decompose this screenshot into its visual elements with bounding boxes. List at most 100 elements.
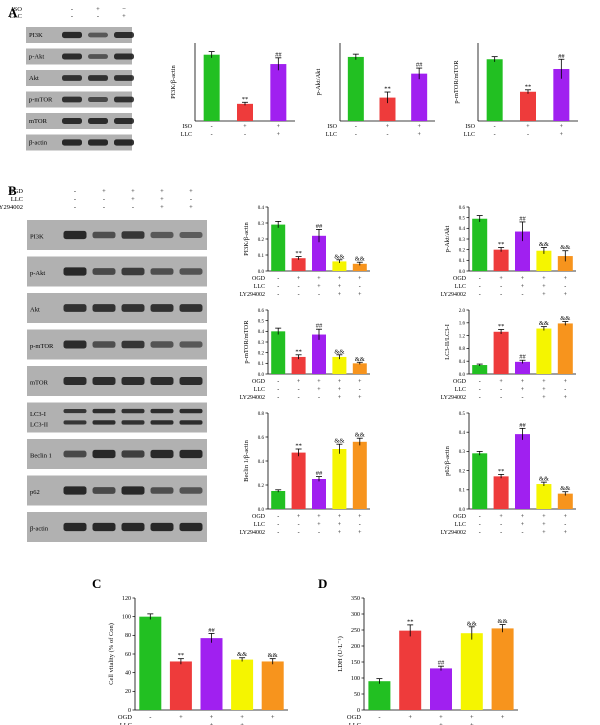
blot-a-treatment-sign: − <box>122 6 126 13</box>
chart-y-tick-label: 0.4 <box>258 206 265 211</box>
blot-a-band <box>114 118 134 124</box>
chart-treatment-sign: - <box>318 530 320 536</box>
chart-treatment-sign: + <box>499 379 503 385</box>
chart-treatment-label: LLC <box>120 722 132 725</box>
chart-treatment-label: LY294002 <box>240 530 265 536</box>
chart-b5: 0.0 0.2 0.4 0.6 0.8 Beclin 1/β-actin ** ## && && O… <box>240 412 370 536</box>
chart-treatment-sign: - <box>244 132 246 138</box>
chart-treatment-sign: - <box>522 292 524 298</box>
chart-bar <box>291 452 306 509</box>
chart-treatment-sign: - <box>149 722 151 725</box>
chart-treatment-sign: - <box>500 284 502 290</box>
chart-treatment-sign: + <box>564 395 568 401</box>
chart-treatment-sign: + <box>521 514 525 520</box>
chart-treatment-sign: + <box>210 722 214 725</box>
blot-b-band <box>121 231 145 239</box>
blot-b-band <box>63 486 87 495</box>
chart-treatment-sign: - <box>277 292 279 298</box>
chart-y-tick-label: 300 <box>351 612 360 618</box>
chart-treatment-sign: - <box>277 284 279 290</box>
chart-bar <box>139 616 162 710</box>
chart-significance-label: && <box>334 253 344 260</box>
chart-treatment-sign: + <box>470 722 474 725</box>
blot-a-band <box>114 32 134 38</box>
chart-treatment-sign: + <box>564 276 568 282</box>
chart-treatment-sign: + <box>564 379 568 385</box>
blot-b-row-label: mTOR <box>30 380 49 387</box>
chart-treatment-label: LY294002 <box>441 395 466 401</box>
chart-y-tick-label: 0.1 <box>459 489 466 494</box>
blot-b-band <box>92 420 116 425</box>
chart-treatment-sign: + <box>317 379 321 385</box>
blot-b-band <box>150 304 174 312</box>
chart-bar <box>312 479 326 509</box>
chart-bar <box>520 91 536 121</box>
chart-y-tick-label: 0.1 <box>459 259 466 264</box>
chart-bar <box>271 331 286 374</box>
chart-bar <box>553 69 570 121</box>
chart-treatment-sign: + <box>560 124 564 130</box>
chart-bar <box>536 250 552 271</box>
blot-a-treatment-sign: - <box>97 13 99 20</box>
chart-bar <box>332 356 347 374</box>
blot-b-band <box>121 486 145 495</box>
chart-treatment-sign: + <box>210 714 214 721</box>
chart-treatment-label: LLC <box>254 387 265 393</box>
chart-treatment-sign: - <box>500 387 502 393</box>
chart-treatment-label: OGD <box>453 514 467 520</box>
blot-b-treatment-sign: - <box>103 204 105 211</box>
chart-bar <box>379 97 396 121</box>
chart-y-label: p-Akt/Akt <box>315 68 322 95</box>
blot-b-treatment-sign: + <box>189 188 193 195</box>
chart-treatment-sign: + <box>271 714 275 721</box>
chart-treatment-label: ISO <box>182 124 192 130</box>
chart-y-tick-label: 0.8 <box>459 347 466 352</box>
chart-treatment-sign: - <box>298 292 300 298</box>
blot-b-treatment-sign: + <box>160 204 164 211</box>
chart-treatment-sign: - <box>527 132 529 138</box>
blot-b-band <box>179 341 203 348</box>
chart-bar <box>347 56 364 121</box>
chart-treatment-sign: + <box>338 530 342 536</box>
blot-b-band <box>121 267 145 276</box>
blot-b-row-label: β-actin <box>30 526 49 533</box>
blot-a-band <box>88 54 108 59</box>
chart-bar <box>200 638 223 710</box>
chart-y-tick-label: 0.3 <box>258 341 265 346</box>
blot-a-treatment-label: LLC <box>10 13 22 20</box>
chart-bar <box>203 54 220 122</box>
chart-y-tick-label: 150 <box>351 660 360 666</box>
chart-treatment-sign: - <box>494 124 496 130</box>
blot-a-band <box>62 31 82 39</box>
blot-a-treatment-label: ISO <box>12 6 23 13</box>
chart-treatment-sign: - <box>277 514 279 520</box>
chart-bar <box>368 681 391 710</box>
chart-y-tick-label: 0.0 <box>258 270 265 275</box>
chart-treatment-sign: + <box>297 276 301 282</box>
chart-significance-label: ** <box>407 618 414 625</box>
blot-b-band <box>179 420 203 425</box>
chart-treatment-sign: - <box>500 395 502 401</box>
chart-treatment-sign: - <box>298 387 300 393</box>
chart-bar <box>270 64 287 121</box>
chart-treatment-sign: - <box>522 395 524 401</box>
chart-treatment-sign: - <box>277 395 279 401</box>
chart-y-tick-label: 0.2 <box>459 469 466 474</box>
chart-bar <box>271 224 286 271</box>
blot-b-band <box>179 487 203 494</box>
chart-treatment-sign: - <box>378 714 380 721</box>
chart-y-tick-label: 0.3 <box>459 450 466 455</box>
blot-b-band <box>179 232 203 238</box>
chart-treatment-label: OGD <box>252 514 266 520</box>
blot-b-row-label: p62 <box>30 489 40 496</box>
chart-bar <box>472 453 488 509</box>
chart-significance-label: && <box>539 241 549 248</box>
chart-treatment-sign: + <box>317 284 321 290</box>
chart-treatment-label: OGD <box>347 714 361 721</box>
blot-b-band <box>179 449 203 459</box>
chart-treatment-label: OGD <box>453 276 467 282</box>
chart-bar <box>515 361 530 374</box>
chart-significance-label: ## <box>416 62 423 69</box>
chart-treatment-sign: + <box>358 276 362 282</box>
